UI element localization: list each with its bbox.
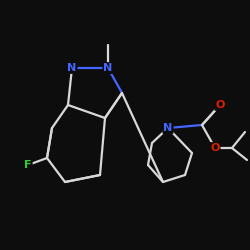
Text: N: N (164, 123, 172, 133)
Text: N: N (104, 63, 112, 73)
Text: O: O (215, 100, 225, 110)
Text: F: F (24, 160, 32, 170)
Text: O: O (210, 143, 220, 153)
Text: N: N (68, 63, 76, 73)
